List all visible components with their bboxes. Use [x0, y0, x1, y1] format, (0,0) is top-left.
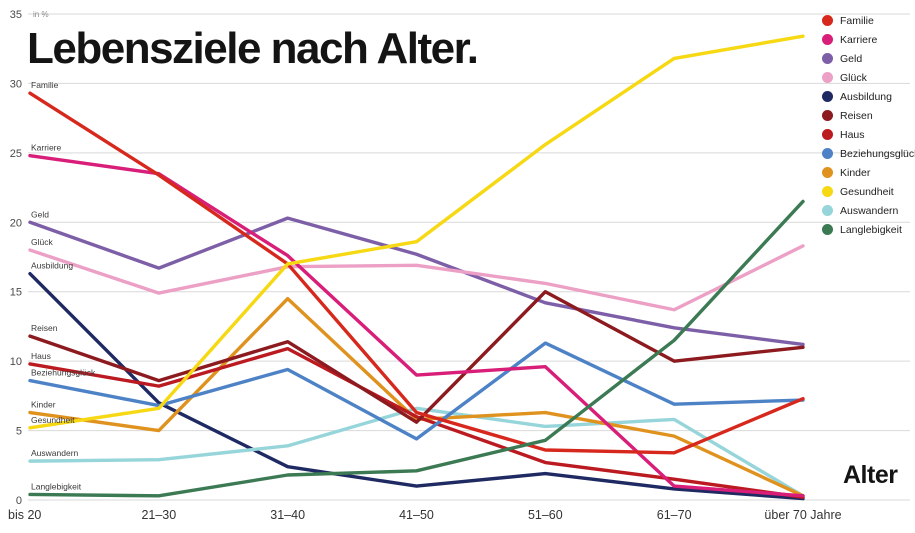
y-axis-unit-label: in %: [33, 10, 49, 19]
series-line-ausbildung: [28, 271, 805, 501]
series-start-label-familie: Familie: [31, 80, 59, 90]
x-axis-title: Alter: [843, 461, 898, 489]
series-line-glück: [28, 244, 805, 312]
legend-dot-icon: [822, 15, 833, 26]
legend-item-langlebigkeit: Langlebigkeit: [822, 220, 915, 239]
legend-label: Beziehungsglück: [840, 147, 915, 160]
y-tick-label: 25: [10, 148, 22, 160]
series-line-beziehungsglück: [28, 341, 805, 441]
series-line-reisen: [28, 290, 805, 424]
series-line-gesundheit: [28, 34, 805, 430]
series-start-label-glück: Glück: [31, 237, 53, 247]
legend-label: Geld: [840, 52, 863, 65]
x-tick-label: 51–60: [528, 508, 563, 522]
legend-dot-icon: [822, 205, 833, 216]
chart-title: Lebensziele nach Alter.: [27, 24, 479, 73]
legend-item-ausbildung: Ausbildung: [822, 87, 915, 106]
legend-item-geld: Geld: [822, 49, 915, 68]
legend-dot-icon: [822, 129, 833, 140]
legend-item-auswandern: Auswandern: [822, 201, 915, 220]
legend-label: Haus: [840, 128, 865, 141]
y-tick-label: 0: [16, 495, 22, 507]
series-start-label-gesundheit: Gesundheit: [31, 415, 75, 425]
series-start-label-reisen: Reisen: [31, 323, 58, 333]
legend-item-karriere: Karriere: [822, 30, 915, 49]
x-tick-label: 31–40: [270, 508, 305, 522]
legend-label: Karriere: [840, 33, 878, 46]
legend-dot-icon: [822, 53, 833, 64]
legend-label: Reisen: [840, 109, 873, 122]
series-line-kinder: [28, 296, 805, 498]
x-tick-label: über 70 Jahre: [764, 508, 841, 522]
legend-item-gesundheit: Gesundheit: [822, 182, 915, 201]
y-tick-label: 15: [10, 287, 22, 299]
series-start-label-ausbildung: Ausbildung: [31, 261, 73, 271]
series-line-geld: [28, 216, 805, 347]
series-line-haus: [28, 346, 805, 499]
legend-dot-icon: [822, 91, 833, 102]
legend-label: Ausbildung: [840, 90, 892, 103]
legend: Familie Karriere Geld Glück Ausbildung Reisen…: [822, 11, 915, 239]
legend-dot-icon: [822, 72, 833, 83]
legend-label: Kinder: [840, 166, 871, 179]
legend-item-kinder: Kinder: [822, 163, 915, 182]
legend-dot-icon: [822, 186, 833, 197]
legend-label: Glück: [840, 71, 867, 84]
x-tick-label: bis 20: [8, 508, 41, 522]
legend-label: Langlebigkeit: [840, 223, 902, 236]
y-tick-label: 30: [10, 78, 22, 90]
series-start-label-kinder: Kinder: [31, 400, 56, 410]
legend-dot-icon: [822, 148, 833, 159]
y-tick-label: 5: [16, 426, 22, 438]
legend-label: Familie: [840, 14, 874, 27]
x-tick-label: 61–70: [657, 508, 692, 522]
series-start-label-auswandern: Auswandern: [31, 448, 79, 458]
series-start-label-karriere: Karriere: [31, 143, 62, 153]
legend-dot-icon: [822, 34, 833, 45]
x-tick-label: 41–50: [399, 508, 434, 522]
legend-dot-icon: [822, 110, 833, 121]
legend-item-haus: Haus: [822, 125, 915, 144]
series-line-langlebigkeit: [28, 199, 805, 498]
series-start-label-geld: Geld: [31, 209, 49, 219]
series-start-label-langlebigkeit: Langlebigkeit: [31, 481, 82, 491]
y-tick-label: 10: [10, 356, 22, 368]
legend-item-beziehungsglück: Beziehungsglück: [822, 144, 915, 163]
y-tick-label: 35: [10, 9, 22, 21]
legend-label: Auswandern: [840, 204, 899, 217]
legend-dot-icon: [822, 167, 833, 178]
y-tick-label: 20: [10, 217, 22, 229]
x-tick-label: 21–30: [141, 508, 176, 522]
series-line-familie: [28, 91, 805, 455]
series-line-auswandern: [28, 406, 805, 498]
series-start-label-beziehungsglück: Beziehungsglück: [31, 368, 96, 378]
legend-dot-icon: [822, 224, 833, 235]
legend-item-glück: Glück: [822, 68, 915, 87]
legend-label: Gesundheit: [840, 185, 894, 198]
legend-item-familie: Familie: [822, 11, 915, 30]
series-start-label-haus: Haus: [31, 351, 51, 361]
legend-item-reisen: Reisen: [822, 106, 915, 125]
